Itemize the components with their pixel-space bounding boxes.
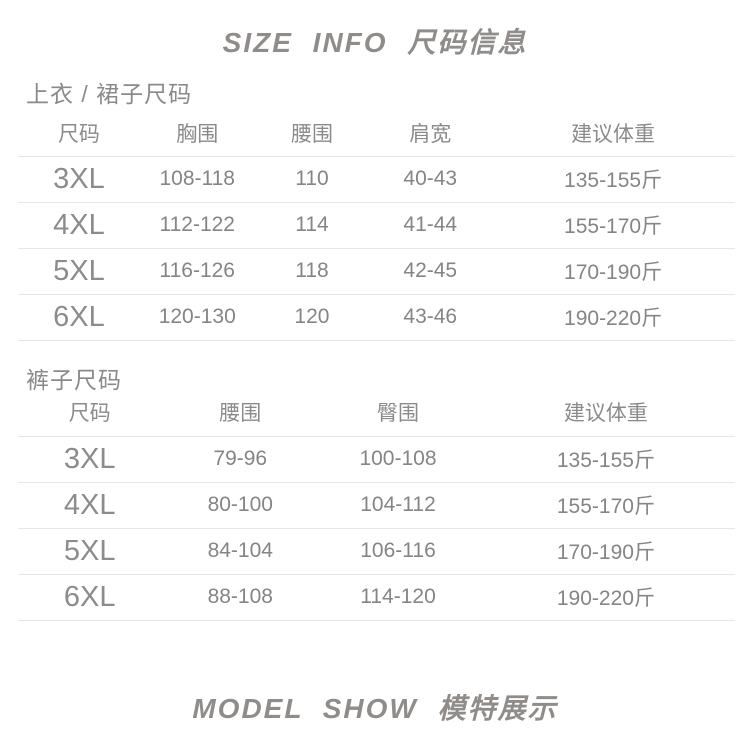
size-cell: 5XL [53, 254, 105, 287]
waist-cell: 84-104 [207, 539, 273, 563]
waist-cell: 80-100 [207, 493, 273, 517]
col-header-waist: 腰围 [290, 122, 333, 146]
weight-cell: 170-190斤 [564, 261, 663, 285]
pants-size-table: 尺码 腰围 臀围 建议体重 3XL 79-96 100-108 135-155斤… [18, 398, 735, 621]
hip-cell: 104-112 [360, 493, 436, 517]
col-header-hip: 臀围 [376, 402, 419, 426]
weight-cell: 190-220斤 [556, 587, 655, 611]
size-cell: 6XL [63, 580, 116, 613]
table-row: 6XL 120-130 120 43-46 190-220斤 [18, 295, 735, 341]
table-row: 4XL 112-122 114 41-44 155-170斤 [18, 203, 735, 249]
waist-cell: 114 [295, 213, 329, 237]
shoulder-cell: 40-43 [403, 167, 458, 191]
table-row: 5XL 84-104 106-116 170-190斤 [18, 529, 735, 575]
weight-cell: 190-220斤 [564, 307, 663, 331]
col-header-size: 尺码 [68, 402, 111, 426]
table-row: 5XL 116-126 118 42-45 170-190斤 [18, 249, 735, 295]
weight-cell: 135-155斤 [564, 169, 663, 193]
weight-cell: 155-170斤 [564, 215, 663, 239]
model-show-title: MODEL SHOW 模特展示 [192, 693, 558, 724]
size-cell: 3XL [63, 442, 116, 475]
col-header-weight: 建议体重 [563, 402, 648, 426]
table-row: 6XL 88-108 114-120 190-220斤 [18, 575, 735, 621]
page-title: SIZE INFO 尺码信息 [222, 27, 528, 58]
pants-table-header-row: 尺码 腰围 臀围 建议体重 [18, 398, 735, 437]
col-header-size: 尺码 [57, 122, 100, 146]
waist-cell: 88-108 [207, 585, 273, 609]
weight-cell: 155-170斤 [556, 495, 655, 519]
hip-cell: 114-120 [360, 585, 436, 609]
shoulder-cell: 42-45 [403, 259, 458, 283]
chest-cell: 112-122 [159, 213, 235, 237]
col-header-waist: 腰围 [219, 402, 262, 426]
size-cell: 4XL [63, 488, 116, 521]
size-cell: 4XL [53, 208, 105, 241]
col-header-shoulder: 肩宽 [409, 122, 452, 146]
table-row: 3XL 108-118 110 40-43 135-155斤 [18, 157, 735, 203]
waist-cell: 110 [295, 167, 329, 191]
weight-cell: 135-155斤 [556, 449, 655, 473]
shoulder-cell: 43-46 [403, 305, 458, 329]
pants-section-title: 裤子尺码 [26, 366, 122, 393]
hip-cell: 106-116 [360, 539, 436, 563]
weight-cell: 170-190斤 [556, 541, 655, 565]
table-row: 4XL 80-100 104-112 155-170斤 [18, 483, 735, 529]
tops-size-table: 尺码 胸围 腰围 肩宽 建议体重 3XL 108-118 110 40-43 1… [18, 119, 735, 341]
chest-cell: 108-118 [159, 167, 235, 191]
chest-cell: 120-130 [158, 305, 236, 329]
waist-cell: 79-96 [213, 447, 268, 471]
tops-section-title: 上衣 / 裙子尺码 [26, 81, 193, 108]
waist-cell: 120 [294, 305, 330, 329]
waist-cell: 118 [295, 259, 329, 283]
col-header-weight: 建议体重 [571, 122, 656, 146]
col-header-chest: 胸围 [176, 122, 219, 146]
size-cell: 3XL [53, 162, 105, 195]
hip-cell: 100-108 [359, 447, 437, 471]
shoulder-cell: 41-44 [403, 213, 458, 237]
size-cell: 6XL [53, 300, 105, 333]
chest-cell: 116-126 [159, 259, 235, 283]
tops-table-header-row: 尺码 胸围 腰围 肩宽 建议体重 [18, 119, 735, 157]
size-cell: 5XL [63, 534, 116, 567]
table-row: 3XL 79-96 100-108 135-155斤 [18, 437, 735, 483]
